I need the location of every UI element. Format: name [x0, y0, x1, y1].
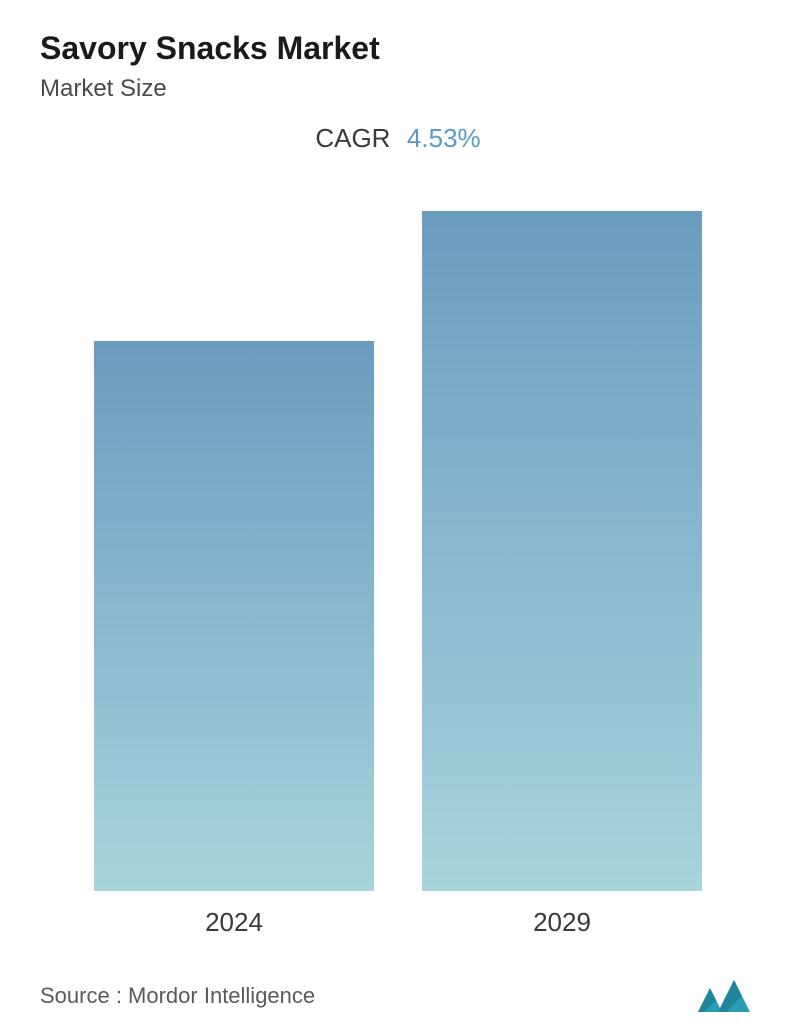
bar-0: [94, 341, 374, 891]
cagr-label: CAGR: [315, 123, 390, 153]
bar-1: [422, 211, 702, 891]
page-title: Savory Snacks Market: [40, 30, 756, 67]
bar-chart: 2024 2029: [40, 184, 756, 948]
bar-group-0: 2024: [94, 341, 374, 938]
chart-container: Savory Snacks Market Market Size CAGR 4.…: [0, 0, 796, 1034]
logo-icon: [696, 978, 756, 1014]
footer: Source : Mordor Intelligence: [40, 958, 756, 1014]
cagr-value: 4.53%: [407, 123, 481, 153]
source-text: Source : Mordor Intelligence: [40, 983, 315, 1009]
cagr-row: CAGR 4.53%: [40, 123, 756, 154]
bar-label-1: 2029: [533, 907, 591, 938]
bar-group-1: 2029: [422, 211, 702, 938]
bar-label-0: 2024: [205, 907, 263, 938]
page-subtitle: Market Size: [40, 75, 756, 103]
